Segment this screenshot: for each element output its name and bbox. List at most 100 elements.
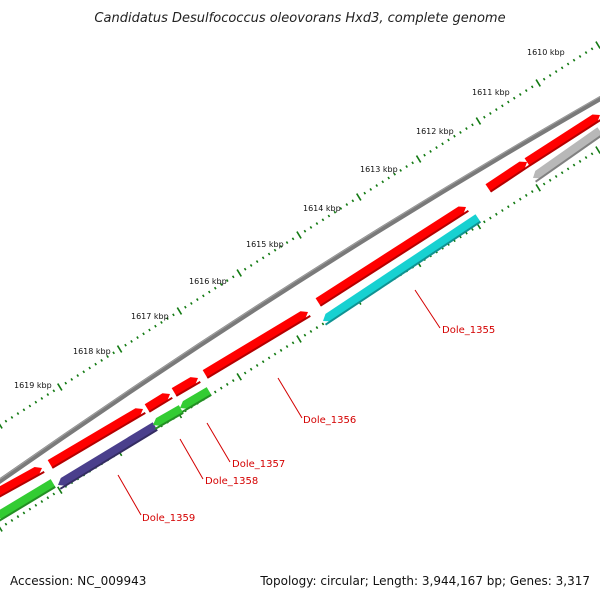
inner-scale-tick bbox=[566, 167, 570, 171]
outer-scale-tick bbox=[535, 79, 541, 87]
gene-reverse-dole-1359-body bbox=[58, 422, 158, 486]
outer-scale-tick bbox=[423, 153, 426, 157]
outer-scale-tick bbox=[40, 396, 44, 400]
leader-dole-1359 bbox=[117, 474, 142, 516]
gene-forward-dole-1357-shadow bbox=[148, 396, 173, 413]
outer-scale-tick bbox=[184, 305, 187, 309]
inner-scale-tick bbox=[303, 333, 307, 337]
outer-scale-tick bbox=[387, 176, 390, 180]
gene-label-dole-1358: Dole_1358 bbox=[205, 476, 258, 487]
backbone-highlight bbox=[0, 96, 600, 480]
outer-scale-tick bbox=[142, 332, 145, 336]
kbp-label-1611: 1611 kbp bbox=[472, 88, 510, 97]
gene-forward-dole-1356 bbox=[202, 311, 311, 379]
outer-scale-tick bbox=[249, 263, 253, 267]
inner-scale-tick bbox=[231, 379, 235, 383]
outer-scale-tick bbox=[595, 41, 600, 49]
outer-scale-tick bbox=[100, 358, 103, 362]
gene-forward-5-shadow bbox=[489, 164, 531, 193]
outer-scale-tick bbox=[495, 108, 498, 112]
outer-scale-tick bbox=[88, 366, 91, 370]
inner-scale-tick bbox=[22, 511, 26, 515]
gene-forward-dole-1356-shadow bbox=[206, 315, 311, 379]
outer-scale-tick bbox=[554, 70, 558, 74]
accession-text: Accession: NC_009943 bbox=[10, 574, 147, 588]
leader-dole-1355 bbox=[414, 289, 441, 329]
leader-dole-1356 bbox=[277, 377, 303, 419]
inner-scale-tick bbox=[4, 522, 8, 526]
outer-scale-tick bbox=[507, 100, 510, 104]
outer-scale-tick bbox=[225, 279, 229, 283]
inner-scale-tick bbox=[507, 205, 510, 209]
kbp-label-1613: 1613 kbp bbox=[360, 165, 398, 174]
inner-scale-tick bbox=[548, 178, 552, 182]
outer-scale-tick bbox=[160, 320, 163, 324]
outer-scale-tick bbox=[291, 237, 295, 241]
outer-scale-tick bbox=[530, 85, 534, 89]
outer-scale-tick bbox=[46, 393, 50, 397]
outer-scale-tick bbox=[267, 252, 271, 256]
outer-scale-tick bbox=[393, 172, 396, 176]
inner-scale-tick bbox=[40, 500, 44, 504]
leader-dole-1357 bbox=[206, 422, 231, 463]
outer-scale-tick bbox=[213, 286, 217, 290]
inner-scale-tick bbox=[285, 345, 289, 349]
outer-scale-tick bbox=[148, 328, 151, 332]
inner-scale-tick bbox=[590, 152, 594, 156]
inner-scale-tick bbox=[273, 352, 277, 356]
gene-label-dole-1357: Dole_1357 bbox=[232, 459, 285, 470]
outer-scale-tick bbox=[351, 199, 355, 203]
inner-scale-tick bbox=[535, 183, 541, 192]
outer-scale-tick bbox=[243, 267, 247, 271]
outer-scale-tick bbox=[176, 307, 183, 315]
outer-scale-tick bbox=[578, 54, 582, 58]
inner-scale-tick bbox=[255, 363, 259, 367]
outer-scale-tick bbox=[590, 47, 594, 51]
gene-forward-4 bbox=[315, 206, 469, 307]
inner-scale-tick bbox=[279, 348, 283, 352]
gene-reverse-dole-1355-body bbox=[323, 214, 481, 322]
outer-scale-tick bbox=[465, 127, 468, 131]
outer-scale-tick bbox=[34, 400, 38, 404]
outer-scale-tick bbox=[136, 336, 139, 340]
gene-reverse-dole-1359 bbox=[58, 422, 158, 490]
outer-scale-tick bbox=[0, 423, 3, 429]
outer-scale-tick bbox=[369, 187, 373, 191]
inner-scale-tick bbox=[530, 190, 534, 194]
inner-scale-tick bbox=[554, 174, 558, 178]
outer-scale-tick bbox=[279, 244, 283, 248]
outer-scale-tick bbox=[548, 73, 552, 77]
gene-features bbox=[0, 114, 600, 522]
inner-scale-tick bbox=[483, 220, 486, 224]
kbp-label-1612: 1612 kbp bbox=[416, 127, 454, 136]
kbp-label-1614: 1614 kbp bbox=[303, 204, 341, 213]
outer-scale-tick bbox=[202, 294, 205, 298]
outer-scale-tick bbox=[345, 203, 349, 207]
gene-forward-5-body bbox=[485, 161, 527, 192]
outer-scale-tick bbox=[339, 206, 343, 210]
gene-reverse-green-2 bbox=[180, 387, 212, 413]
outer-scale-tick bbox=[566, 62, 570, 66]
gene-forward-3-shadow bbox=[175, 381, 201, 397]
outer-scale-tick bbox=[64, 381, 68, 385]
inner-scale-tick bbox=[52, 492, 56, 496]
outer-scale-tick bbox=[518, 92, 522, 96]
outer-scale-tick bbox=[10, 415, 14, 419]
outer-scale-tick bbox=[22, 408, 26, 412]
gene-label-dole-1356: Dole_1356 bbox=[303, 415, 356, 426]
outer-scale-tick bbox=[4, 419, 8, 423]
inner-scale-tick bbox=[524, 193, 528, 197]
gene-forward-dole-1357 bbox=[144, 393, 173, 413]
gene-forward-dole-1356-body bbox=[202, 311, 308, 378]
outer-scale-tick bbox=[219, 282, 223, 286]
kbp-scale-labels: 1610 kbp 1611 kbp 1612 kbp 1613 kbp 1614… bbox=[14, 48, 565, 390]
inner-scale-tick bbox=[595, 146, 600, 154]
gene-reverse-dole-1355-shadow bbox=[324, 220, 482, 326]
kbp-tick-marks bbox=[0, 41, 600, 532]
genome-backbone bbox=[0, 95, 600, 485]
gene-forward-2 bbox=[47, 408, 146, 469]
outer-scale-tick bbox=[405, 165, 408, 169]
outer-scale-tick bbox=[273, 248, 277, 252]
inner-scale-tick bbox=[578, 159, 582, 163]
outer-scale-tick bbox=[356, 193, 362, 201]
